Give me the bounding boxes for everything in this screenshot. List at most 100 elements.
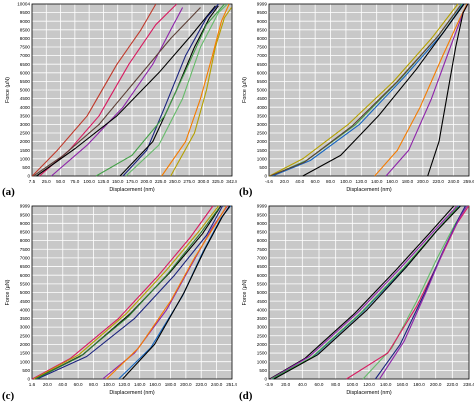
x-tick-label: 100.0 xyxy=(103,382,115,387)
y-tick-label: 8500 xyxy=(257,230,268,235)
x-tick-label: -3.9 xyxy=(265,382,273,387)
y-axis-label: Force (µN) xyxy=(5,77,11,103)
x-tick-label: 40.0 xyxy=(295,179,304,184)
series-line xyxy=(119,5,219,177)
x-tick-label: 1.6 xyxy=(29,382,36,387)
x-tick-label: 75.0 xyxy=(70,179,79,184)
y-tick-label: 9000 xyxy=(257,221,268,226)
x-tick-label: 240.0 xyxy=(448,179,460,184)
y-tick-label: 8500 xyxy=(257,27,268,32)
x-tick-label: 120.0 xyxy=(356,179,368,184)
series-line xyxy=(346,205,470,380)
x-tick-label: 200.0 xyxy=(141,179,153,184)
x-tick-label: -4.6 xyxy=(265,179,273,184)
plot-frame xyxy=(31,205,233,380)
x-tick-label: 251.9 xyxy=(226,382,237,387)
y-tick-label: 9500 xyxy=(257,212,268,217)
panel-label-d: (d) xyxy=(239,390,253,402)
y-tick-label: 4500 xyxy=(257,96,268,101)
x-tick-label: 7.5 xyxy=(29,179,36,184)
x-axis-label: Displacement (nm) xyxy=(109,390,154,396)
y-tick-label: 8000 xyxy=(20,238,31,243)
y-tick-label: 5000 xyxy=(20,290,31,295)
plot-frame xyxy=(268,205,470,380)
x-tick-label: 200.0 xyxy=(430,382,442,387)
y-tick-label: 1000 xyxy=(20,156,31,161)
y-tick-label: 2000 xyxy=(257,342,268,347)
y-tick-label: 3500 xyxy=(257,113,268,118)
y-tick-label: 7500 xyxy=(257,247,268,252)
plot-frame xyxy=(268,3,470,177)
series-line xyxy=(427,3,469,177)
series-line xyxy=(122,205,231,380)
series-line xyxy=(269,205,455,380)
x-tick-label: 40.0 xyxy=(58,382,67,387)
x-tick-label: 250.0 xyxy=(169,179,181,184)
y-axis-label: Force (µN) xyxy=(5,279,11,305)
y-tick-label: 8500 xyxy=(20,230,31,235)
chart-panel-c: 1.6 20.0 40.0 60.0 80.0 100.0 120.0 140.0 160.0 1… xyxy=(0,202,238,405)
panel-label-a: (a) xyxy=(2,186,15,198)
y-tick-label: 3000 xyxy=(257,122,268,127)
y-axis-label: Force (µN) xyxy=(242,77,248,103)
x-tick-label: 140.0 xyxy=(380,382,392,387)
y-tick-label: 3000 xyxy=(257,325,268,330)
y-tick-label: 3500 xyxy=(20,113,31,118)
chart-svg-c: 1.6 20.0 40.0 60.0 80.0 100.0 120.0 140.0 160.0 1… xyxy=(5,204,238,396)
series-line xyxy=(302,3,465,177)
chart-svg-d: -3.9 20.0 40.0 60.0 80.0 100.0 120.0 140.0 160.0… xyxy=(242,204,474,396)
y-tick-label: 2000 xyxy=(20,139,31,144)
x-tick-label: 342.8 xyxy=(226,179,237,184)
series-line xyxy=(33,7,201,177)
y-tick-label: 7000 xyxy=(20,256,31,261)
series-line xyxy=(269,3,459,177)
y-tick-label: 5000 xyxy=(20,88,31,93)
x-tick-label: 175.0 xyxy=(126,179,138,184)
y-tick-label: 500 xyxy=(259,165,267,170)
x-tick-label: 150.0 xyxy=(112,179,124,184)
y-tick-label: 2500 xyxy=(20,131,31,136)
x-tick-label: 225.0 xyxy=(155,179,167,184)
y-tick-label: 9999 xyxy=(257,2,268,7)
x-tick-label: 100.0 xyxy=(340,179,352,184)
x-axis-label: Displacement (nm) xyxy=(346,187,391,193)
x-tick-label: 240.0 xyxy=(211,382,223,387)
series-line xyxy=(273,205,461,380)
series-line xyxy=(374,3,468,177)
series-line xyxy=(161,3,230,177)
y-tick-label: 9000 xyxy=(20,19,31,24)
y-tick-label: 6000 xyxy=(257,273,268,278)
x-tick-label: 140.0 xyxy=(134,382,146,387)
y-tick-label: 0 xyxy=(264,174,267,179)
series-line xyxy=(125,3,228,177)
x-axis-label: Displacement (nm) xyxy=(346,390,391,396)
y-tick-label: 3000 xyxy=(20,325,31,330)
y-tick-label: 3000 xyxy=(20,122,31,127)
x-tick-label: 20.0 xyxy=(280,179,289,184)
x-axis-label: Displacement (nm) xyxy=(109,187,154,193)
plot-frame xyxy=(31,3,233,177)
y-tick-label: 2000 xyxy=(20,342,31,347)
x-tick-label: 100.0 xyxy=(83,179,95,184)
y-tick-label: 9500 xyxy=(20,10,31,15)
series-line xyxy=(379,205,468,380)
y-tick-label: 7500 xyxy=(20,247,31,252)
y-tick-label: 500 xyxy=(22,165,30,170)
y-tick-label: 5500 xyxy=(20,79,31,84)
chart-panel-d: -3.9 20.0 40.0 60.0 80.0 100.0 120.0 140.0 160.0… xyxy=(237,202,474,405)
y-tick-label: 1500 xyxy=(257,148,268,153)
x-tick-label: 238.4 xyxy=(463,382,474,387)
series-line xyxy=(122,3,219,177)
y-tick-label: 5500 xyxy=(257,79,268,84)
y-tick-label: 6000 xyxy=(20,70,31,75)
y-tick-label: 9000 xyxy=(257,19,268,24)
y-tick-label: 4500 xyxy=(20,96,31,101)
series-line xyxy=(31,3,157,177)
x-tick-label: 160.0 xyxy=(386,179,398,184)
x-tick-label: 60.0 xyxy=(74,382,83,387)
y-tick-label: 4000 xyxy=(257,105,268,110)
y-tick-label: 6000 xyxy=(257,70,268,75)
x-tick-label: 125.0 xyxy=(98,179,110,184)
y-tick-label: 500 xyxy=(259,368,267,373)
y-tick-label: 0 xyxy=(27,174,30,179)
